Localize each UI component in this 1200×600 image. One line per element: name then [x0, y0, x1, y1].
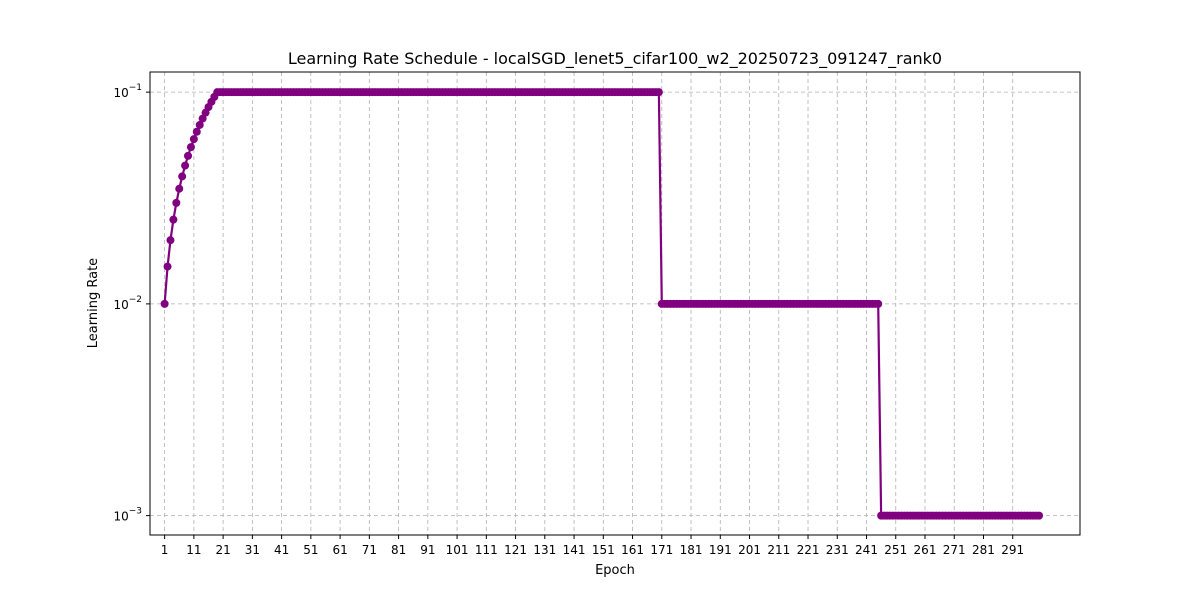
x-tick-label: 261 [914, 543, 937, 557]
x-tick-label: 111 [475, 543, 498, 557]
x-tick-label: 171 [650, 543, 673, 557]
x-tick-label: 251 [884, 543, 907, 557]
data-point [172, 198, 181, 207]
x-tick-label: 221 [797, 543, 820, 557]
x-tick-label: 231 [826, 543, 849, 557]
x-tick-label: 81 [391, 543, 406, 557]
data-point [175, 184, 184, 193]
x-tick-label: 101 [446, 543, 469, 557]
x-tick-label: 11 [186, 543, 201, 557]
x-tick-label: 271 [943, 543, 966, 557]
x-tick-label: 201 [738, 543, 761, 557]
data-point [195, 120, 204, 129]
x-axis-ticks: 1 11 21 31 41 51 61 71 81 91 101 111 121 131 141 151 161… [161, 535, 1024, 557]
y-tick-base: 10 [113, 298, 128, 312]
x-tick-label: 121 [504, 543, 527, 557]
x-tick-label: 61 [332, 543, 347, 557]
x-tick-label: 51 [303, 543, 318, 557]
y-tick-base: 10 [113, 510, 128, 524]
data-point [192, 127, 201, 136]
y-tick-exponent: −1 [129, 83, 142, 93]
data-point [186, 143, 195, 152]
x-tick-label: 31 [245, 543, 260, 557]
x-tick-label: 71 [362, 543, 377, 557]
y-tick-exponent: −2 [129, 295, 142, 305]
data-point [169, 215, 178, 224]
x-tick-label: 41 [274, 543, 289, 557]
x-axis-label: Epoch [595, 563, 635, 578]
data-point [160, 299, 169, 308]
data-point [654, 88, 663, 97]
data-point [181, 161, 190, 170]
x-tick-label: 131 [533, 543, 556, 557]
x-tick-label: 181 [680, 543, 703, 557]
x-tick-label: 191 [709, 543, 732, 557]
x-tick-label: 281 [972, 543, 995, 557]
x-tick-label: 141 [563, 543, 586, 557]
data-point [178, 172, 187, 181]
x-tick-label: 211 [767, 543, 790, 557]
x-tick-label: 291 [1001, 543, 1024, 557]
y-tick-label: 10−2 [113, 295, 142, 312]
y-tick-label: 10−1 [113, 83, 142, 100]
y-tick-label: 10−3 [113, 507, 142, 524]
x-tick-label: 21 [215, 543, 230, 557]
data-point [166, 236, 175, 245]
data-point [184, 151, 193, 160]
grid-layer [150, 72, 1080, 535]
y-axis-label: Learning Rate [86, 258, 101, 348]
data-point [198, 114, 207, 123]
series-marker-layer [160, 88, 1044, 520]
x-tick-label: 161 [621, 543, 644, 557]
data-point [163, 262, 172, 271]
data-point [874, 299, 883, 308]
chart-title: Learning Rate Schedule - localSGD_lenet5… [288, 49, 942, 69]
y-tick-base: 10 [113, 86, 128, 100]
data-point [189, 135, 198, 144]
x-tick-label: 151 [592, 543, 615, 557]
x-tick-label: 241 [855, 543, 878, 557]
x-tick-label: 1 [161, 543, 169, 557]
y-axis-ticks: 10−310−210−1 [113, 83, 150, 524]
y-tick-exponent: −3 [129, 507, 142, 517]
x-tick-label: 91 [420, 543, 435, 557]
data-point [1035, 511, 1044, 520]
